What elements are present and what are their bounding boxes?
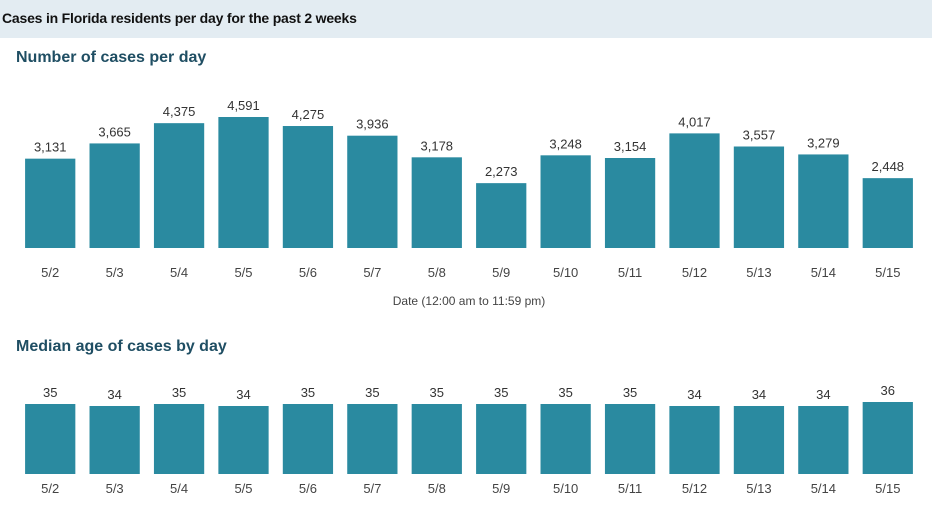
x-tick-label: 5/10 — [553, 481, 578, 496]
x-tick-label: 5/13 — [746, 265, 771, 280]
x-tick-label: 5/8 — [428, 265, 446, 280]
bar-5-15 — [862, 402, 913, 474]
data-label: 4,375 — [163, 104, 196, 119]
bar-5-4 — [153, 123, 205, 248]
bar-5-7 — [347, 404, 398, 474]
data-label: 35 — [558, 385, 572, 400]
x-tick-label: 5/3 — [106, 265, 124, 280]
x-tick-label: 5/11 — [618, 265, 642, 280]
x-tick-label: 5/6 — [299, 481, 317, 496]
bar-5-12 — [669, 406, 720, 474]
data-label: 3,178 — [421, 138, 454, 153]
bar-5-13 — [733, 146, 785, 248]
data-label: 35 — [172, 385, 186, 400]
x-tick-label: 5/2 — [41, 265, 59, 280]
data-label: 4,591 — [227, 98, 260, 113]
header-bar: Cases in Florida residents per day for t… — [0, 0, 932, 38]
x-tick-label: 5/9 — [492, 265, 510, 280]
x-tick-label: 5/8 — [428, 481, 446, 496]
x-tick-label: 5/14 — [811, 265, 836, 280]
data-label: 3,936 — [356, 117, 389, 132]
bar-5-14 — [798, 406, 849, 474]
data-label: 35 — [623, 385, 637, 400]
data-label: 35 — [494, 385, 508, 400]
bar-5-6 — [282, 126, 334, 248]
data-label: 4,275 — [292, 107, 325, 122]
bar-5-2 — [25, 158, 76, 248]
data-label: 35 — [365, 385, 379, 400]
x-tick-label: 5/4 — [170, 265, 188, 280]
cases-per-day-chart: 3,131 5/2 3,665 5/3 4,375 5/4 4,591 5/5 4,275 5/6… — [25, 98, 913, 308]
x-tick-label: 5/12 — [682, 265, 707, 280]
x-tick-label: 5/11 — [618, 481, 642, 496]
data-label: 3,248 — [549, 136, 582, 151]
data-label: 35 — [43, 385, 57, 400]
bar-5-2 — [25, 404, 76, 474]
x-tick-label: 5/5 — [234, 265, 252, 280]
x-tick-label: 5/3 — [106, 481, 124, 496]
data-label: 34 — [236, 387, 250, 402]
bar-5-5 — [218, 117, 269, 248]
data-label: 3,557 — [743, 128, 776, 143]
data-label: 35 — [301, 385, 315, 400]
cases-chart-title: Number of cases per day — [16, 49, 207, 66]
x-tick-label: 5/12 — [682, 481, 707, 496]
x-tick-label: 5/10 — [553, 265, 578, 280]
x-tick-label: 5/13 — [746, 481, 771, 496]
bar-5-11 — [604, 158, 656, 248]
data-label: 3,665 — [98, 124, 131, 139]
x-tick-label: 5/14 — [811, 481, 836, 496]
x-tick-label: 5/9 — [492, 481, 510, 496]
data-label: 34 — [816, 387, 830, 402]
bar-5-5 — [218, 406, 269, 474]
bar-5-10 — [540, 155, 591, 248]
bar-5-12 — [669, 133, 720, 248]
bar-5-13 — [733, 406, 785, 474]
data-label: 34 — [107, 387, 121, 402]
data-label: 3,279 — [807, 135, 840, 150]
bar-5-14 — [798, 154, 849, 248]
bar-5-10 — [540, 404, 591, 474]
data-label: 34 — [752, 387, 766, 402]
bar-5-3 — [89, 406, 140, 474]
data-label: 34 — [687, 387, 701, 402]
x-tick-label: 5/7 — [363, 481, 381, 496]
x-tick-label: 5/15 — [875, 265, 900, 280]
median-age-chart-title: Median age of cases by day — [16, 338, 227, 355]
bar-5-4 — [153, 404, 205, 474]
bar-5-7 — [347, 135, 398, 248]
bar-5-11 — [604, 404, 656, 474]
bar-5-8 — [411, 157, 462, 248]
x-tick-label: 5/2 — [41, 481, 59, 496]
data-label: 2,448 — [872, 159, 905, 174]
x-tick-label: 5/5 — [234, 481, 252, 496]
page-title: Cases in Florida residents per day for t… — [2, 10, 357, 26]
data-label: 3,154 — [614, 139, 647, 154]
median-age-chart: 35 5/2 34 5/3 35 5/4 34 5/5 35 5/6 35 5/7 35 5/8 35 5/9… — [25, 383, 913, 496]
bar-5-9 — [476, 183, 527, 248]
x-tick-label: 5/4 — [170, 481, 188, 496]
data-label: 35 — [430, 385, 444, 400]
bar-5-9 — [476, 404, 527, 474]
bar-5-8 — [411, 404, 462, 474]
bar-5-6 — [282, 404, 334, 474]
data-label: 2,273 — [485, 164, 518, 179]
x-tick-label: 5/15 — [875, 481, 900, 496]
x-tick-label: 5/6 — [299, 265, 317, 280]
data-label: 4,017 — [678, 114, 711, 129]
bar-5-15 — [862, 178, 913, 248]
data-label: 36 — [881, 383, 895, 398]
x-tick-label: 5/7 — [363, 265, 381, 280]
bar-5-3 — [89, 143, 140, 248]
data-label: 3,131 — [34, 140, 67, 155]
x-axis-title: Date (12:00 am to 11:59 pm) — [393, 294, 546, 308]
